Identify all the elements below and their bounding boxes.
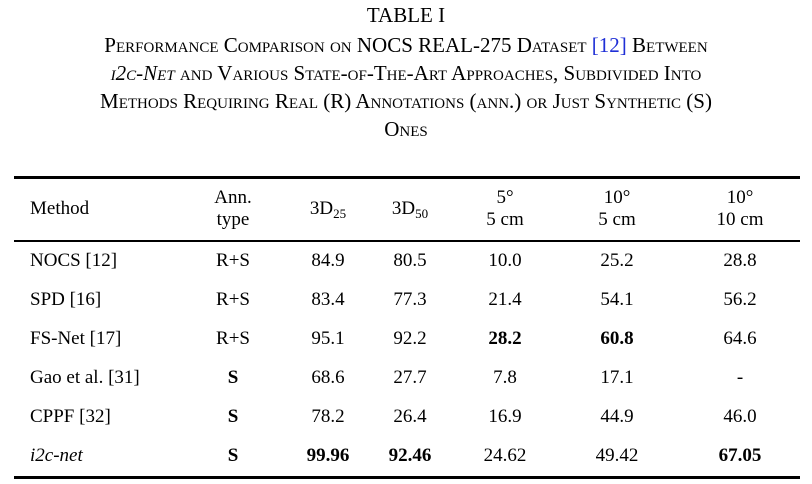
table-cell: R+S (216, 328, 250, 349)
table-cell: 67.05 (718, 445, 762, 466)
table-cell: - (736, 367, 744, 388)
table-cell: 77.3 (393, 289, 427, 310)
table-cell: 25.2 (600, 250, 634, 271)
caption-text: Methods Requiring Real (R) Annotations (… (100, 89, 712, 113)
header-text: 5° (496, 187, 514, 208)
method-name: NOCS [12] (30, 250, 118, 271)
header-cell: 10° 10 cm (717, 187, 764, 231)
table-cell: 46.0 (723, 406, 757, 427)
header-text: 5 cm (486, 209, 524, 230)
header-text: 5 cm (598, 209, 636, 230)
rule (14, 240, 800, 242)
caption-text: Between (626, 33, 708, 57)
header-subscript: 50 (415, 206, 429, 221)
header-cell: Method (30, 198, 89, 220)
header-text: 10° (603, 187, 631, 208)
table-cell: S (227, 406, 239, 427)
table-cell: 26.4 (393, 406, 427, 427)
table-cell: 54.1 (600, 289, 634, 310)
table-cell: 68.6 (311, 367, 345, 388)
table-cell: 56.2 (723, 289, 757, 310)
header-cell: 3D25 (310, 198, 346, 220)
header-text: 10° (726, 187, 754, 208)
table-cell: R+S (216, 250, 250, 271)
table-cell: 92.46 (388, 445, 432, 466)
table-cell: 60.8 (600, 328, 634, 349)
header-subscript: 25 (333, 206, 347, 221)
caption-text: Ones (384, 117, 428, 141)
method-name: i2c-net (30, 445, 83, 466)
caption-line: Methods Requiring Real (R) Annotations (… (0, 87, 812, 115)
table-cell: R+S (216, 289, 250, 310)
table-cell: 92.2 (393, 328, 427, 349)
header-text: 3D (391, 198, 416, 219)
citation-link: [12] (591, 33, 627, 57)
caption-text: Performance Comparison on NOCS REAL-275 … (104, 33, 592, 57)
header-cell: Ann. type (214, 187, 251, 231)
header-text: type (216, 209, 250, 230)
table-cell: 80.5 (393, 250, 427, 271)
table-cell: 21.4 (488, 289, 522, 310)
rule (14, 176, 800, 179)
caption-line: i2c-Net and Various State-of-The-Art App… (0, 59, 812, 87)
table-cell: 84.9 (311, 250, 345, 271)
caption-text: i2c-Net (110, 61, 175, 85)
table-cell: 17.1 (600, 367, 634, 388)
table-cell: 95.1 (311, 328, 345, 349)
caption-line: Performance Comparison on NOCS REAL-275 … (0, 31, 812, 59)
header-cell: 3D50 (392, 198, 428, 220)
table-cell: 78.2 (311, 406, 345, 427)
header-text: Ann. (214, 187, 252, 208)
table-cell: S (227, 445, 239, 466)
header-cell: 10° 5 cm (598, 187, 635, 231)
table-cell: 28.8 (723, 250, 757, 271)
table-cell: S (227, 367, 239, 388)
table-cell: 49.42 (595, 445, 639, 466)
method-name: CPPF [32] (30, 406, 111, 427)
method-name: Gao et al. [31] (30, 367, 140, 388)
header-text: 3D (309, 198, 334, 219)
table-cell: 7.8 (493, 367, 517, 388)
caption-text: and Various State-of-The-Art Approaches,… (174, 61, 702, 85)
table-cell: 64.6 (723, 328, 757, 349)
table-cell: 28.2 (488, 328, 522, 349)
table-cell: 83.4 (311, 289, 345, 310)
table-cell: 27.7 (393, 367, 427, 388)
table-cell: 99.96 (306, 445, 350, 466)
method-name: FS-Net [17] (30, 328, 122, 349)
header-cell: 5° 5 cm (486, 187, 523, 231)
method-name: SPD [16] (30, 289, 102, 310)
table-cell: 10.0 (488, 250, 522, 271)
table-cell: 44.9 (600, 406, 634, 427)
caption-line: Ones (0, 115, 812, 143)
rule (14, 476, 800, 479)
table-cell: 24.62 (483, 445, 527, 466)
table-cell: 16.9 (488, 406, 522, 427)
header-text: Method (30, 198, 90, 219)
header-text: 10 cm (716, 209, 764, 230)
table-label: TABLE I (366, 3, 446, 27)
